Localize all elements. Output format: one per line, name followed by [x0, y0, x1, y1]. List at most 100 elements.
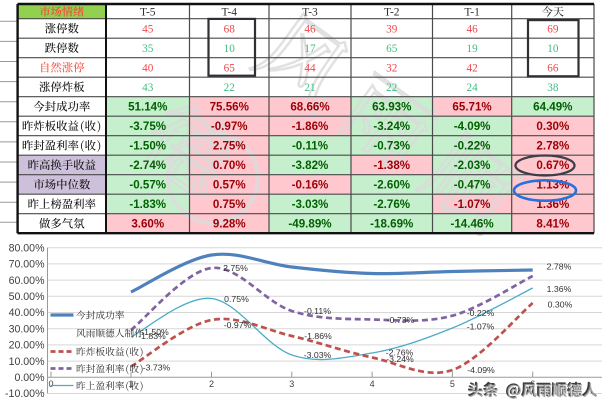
- svg-text:-10.00%: -10.00%: [5, 388, 45, 400]
- svg-text:2: 2: [209, 379, 214, 389]
- svg-text:-2.03%: -2.03%: [454, 159, 491, 172]
- svg-text:T-5: T-5: [140, 6, 156, 18]
- svg-text:0.75%: 0.75%: [224, 294, 249, 304]
- svg-text:T-2: T-2: [384, 6, 400, 18]
- svg-text:-0.57%: -0.57%: [129, 179, 166, 192]
- svg-text:-2.76%: -2.76%: [373, 198, 410, 211]
- svg-text:-1.83%: -1.83%: [138, 331, 166, 341]
- svg-text:32: 32: [386, 62, 397, 74]
- svg-text:-0.47%: -0.47%: [454, 179, 491, 192]
- svg-text:-1.50%: -1.50%: [129, 140, 166, 153]
- svg-text:10: 10: [224, 43, 236, 55]
- svg-text:T-3: T-3: [302, 6, 318, 18]
- svg-text:0.70%: 0.70%: [213, 159, 246, 172]
- svg-text:66: 66: [547, 62, 559, 74]
- svg-text:46: 46: [467, 23, 479, 35]
- svg-text:35: 35: [142, 43, 154, 55]
- svg-text:80.00%: 80.00%: [9, 242, 46, 254]
- svg-text:3: 3: [289, 379, 294, 389]
- svg-text:8.41%: 8.41%: [536, 218, 569, 231]
- svg-text:-3.73%: -3.73%: [143, 362, 171, 372]
- svg-text:-0.73%: -0.73%: [387, 315, 415, 325]
- svg-text:68.66%: 68.66%: [290, 101, 329, 114]
- svg-text:30.00%: 30.00%: [9, 323, 46, 335]
- svg-text:-1.07%: -1.07%: [467, 322, 495, 332]
- svg-text:2.78%: 2.78%: [547, 262, 572, 272]
- svg-text:-1.07%: -1.07%: [454, 198, 491, 211]
- svg-text:-3.75%: -3.75%: [129, 120, 166, 133]
- svg-text:22: 22: [224, 82, 235, 94]
- svg-text:-14.46%: -14.46%: [451, 218, 494, 231]
- svg-text:60.00%: 60.00%: [9, 275, 46, 287]
- svg-text:10.00%: 10.00%: [9, 356, 46, 368]
- svg-text:46: 46: [304, 23, 316, 35]
- svg-text:19: 19: [467, 43, 479, 55]
- svg-text:3.60%: 3.60%: [131, 218, 164, 231]
- svg-text:65.71%: 65.71%: [452, 101, 491, 114]
- svg-text:-1.86%: -1.86%: [292, 120, 329, 133]
- svg-text:-4.09%: -4.09%: [467, 365, 495, 375]
- svg-text:-0.97%: -0.97%: [224, 320, 252, 330]
- svg-text:-2.74%: -2.74%: [129, 159, 166, 172]
- svg-text:-0.97%: -0.97%: [211, 120, 248, 133]
- svg-text:-49.89%: -49.89%: [288, 218, 331, 231]
- svg-text:-1.50%: -1.50%: [141, 327, 169, 337]
- svg-text:20.00%: 20.00%: [9, 340, 46, 352]
- svg-text:65: 65: [224, 62, 236, 74]
- svg-text:21: 21: [304, 82, 315, 94]
- svg-text:-3.24%: -3.24%: [386, 354, 414, 364]
- svg-text:-3.24%: -3.24%: [373, 120, 410, 133]
- svg-text:-0.73%: -0.73%: [373, 140, 410, 153]
- svg-text:22: 22: [386, 82, 397, 94]
- svg-text:45: 45: [142, 23, 154, 35]
- svg-text:-0.22%: -0.22%: [454, 140, 491, 153]
- svg-text:10: 10: [547, 43, 559, 55]
- svg-text:69: 69: [547, 23, 559, 35]
- svg-text:-3.82%: -3.82%: [292, 159, 329, 172]
- svg-text:40.00%: 40.00%: [9, 307, 46, 319]
- svg-text:0.67%: 0.67%: [536, 159, 569, 172]
- svg-text:65: 65: [386, 43, 398, 55]
- svg-text:63.93%: 63.93%: [372, 101, 411, 114]
- svg-text:44: 44: [304, 62, 316, 74]
- svg-text:0.30%: 0.30%: [536, 120, 569, 133]
- svg-text:-0.16%: -0.16%: [292, 179, 329, 192]
- svg-text:-0.11%: -0.11%: [304, 306, 331, 316]
- svg-text:0.00%: 0.00%: [14, 372, 45, 384]
- svg-text:T-4: T-4: [221, 6, 237, 18]
- svg-text:2.78%: 2.78%: [536, 140, 569, 153]
- svg-text:-3.03%: -3.03%: [292, 198, 329, 211]
- svg-text:40: 40: [142, 62, 154, 74]
- svg-text:9.28%: 9.28%: [213, 218, 246, 231]
- svg-text:-0.11%: -0.11%: [292, 140, 328, 153]
- svg-text:70.00%: 70.00%: [9, 259, 46, 271]
- svg-text:-18.69%: -18.69%: [370, 218, 413, 231]
- svg-text:75.56%: 75.56%: [210, 101, 249, 114]
- svg-text:4: 4: [370, 379, 375, 389]
- svg-text:T-1: T-1: [464, 6, 480, 18]
- svg-text:-1.86%: -1.86%: [304, 331, 332, 341]
- svg-text:-1.38%: -1.38%: [373, 159, 410, 172]
- svg-text:50.00%: 50.00%: [9, 291, 46, 303]
- svg-text:-0.22%: -0.22%: [467, 308, 495, 318]
- svg-text:2.75%: 2.75%: [223, 263, 248, 273]
- svg-text:0.57%: 0.57%: [213, 179, 246, 192]
- svg-text:-4.09%: -4.09%: [454, 120, 491, 133]
- svg-text:0.30%: 0.30%: [548, 299, 573, 309]
- svg-text:42: 42: [467, 62, 478, 74]
- svg-text:-2.60%: -2.60%: [373, 179, 410, 192]
- svg-text:2.75%: 2.75%: [213, 140, 246, 153]
- svg-text:51.14%: 51.14%: [128, 101, 167, 114]
- svg-text:1.36%: 1.36%: [547, 284, 572, 294]
- svg-text:1: 1: [128, 379, 133, 389]
- svg-text:43: 43: [142, 82, 154, 94]
- svg-text:68: 68: [224, 23, 236, 35]
- svg-text:-2.76%: -2.76%: [386, 347, 414, 357]
- svg-text:0.75%: 0.75%: [213, 198, 246, 211]
- svg-text:24: 24: [467, 82, 479, 94]
- svg-text:17: 17: [304, 43, 316, 55]
- svg-text:-1.83%: -1.83%: [129, 198, 166, 211]
- svg-text:39: 39: [386, 23, 398, 35]
- svg-text:64.49%: 64.49%: [533, 101, 572, 114]
- svg-text:5: 5: [450, 379, 455, 389]
